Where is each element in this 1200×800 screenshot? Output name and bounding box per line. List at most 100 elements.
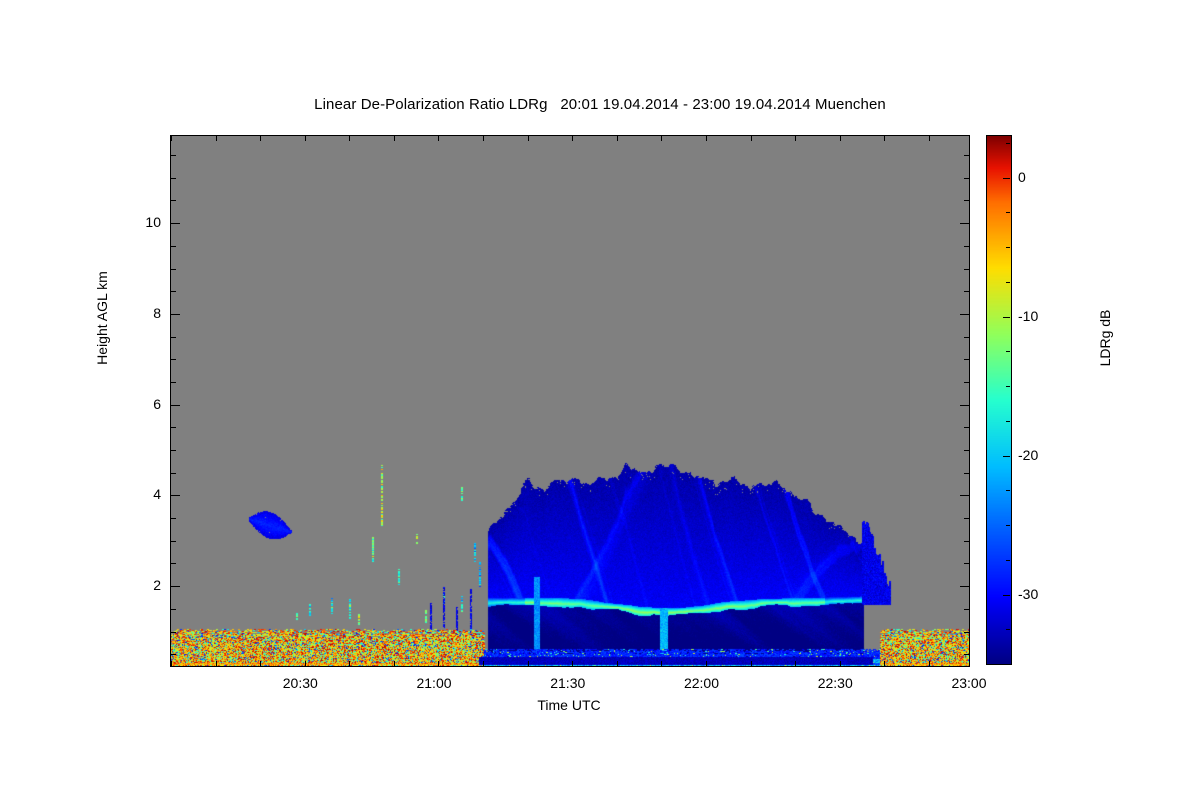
x-tick: [394, 136, 395, 141]
y-tick: [964, 155, 969, 156]
colorbar: [986, 135, 1012, 665]
x-tick: [528, 661, 529, 666]
x-tick: [929, 136, 930, 141]
x-tick-label: 20:30: [282, 675, 318, 691]
colorbar-tick-label: -20: [1018, 446, 1039, 463]
y-tick: [964, 427, 969, 428]
colorbar-tick: [1006, 421, 1010, 422]
x-tick: [216, 136, 217, 141]
y-tick: [171, 337, 176, 338]
y-tick: [964, 291, 969, 292]
x-tick: [884, 661, 885, 666]
y-tick: [964, 450, 969, 451]
x-tick-label: 21:30: [550, 675, 586, 691]
colorbar-tick: [1006, 490, 1010, 491]
y-axis-title: Height AGL km: [94, 271, 110, 365]
y-tick: [960, 314, 969, 315]
y-tick: [171, 246, 176, 247]
x-tick-label: 22:30: [817, 675, 853, 691]
x-tick: [751, 661, 752, 666]
x-tick: [751, 136, 752, 141]
colorbar-tick: [1006, 143, 1010, 144]
y-tick-label: 10: [145, 214, 161, 231]
y-tick: [171, 269, 176, 270]
y-tick: [964, 178, 969, 179]
x-tick: [795, 136, 796, 141]
x-tick: [260, 661, 261, 666]
colorbar-tick: [1006, 282, 1010, 283]
colorbar-tick-label: -30: [1018, 585, 1039, 602]
x-tick: [661, 136, 662, 141]
x-tick: [706, 661, 707, 666]
x-tick: [260, 136, 261, 141]
y-tick: [171, 405, 180, 406]
x-tick-label: 21:00: [416, 675, 452, 691]
colorbar-title: LDRg dB: [1097, 309, 1113, 367]
y-tick: [964, 518, 969, 519]
x-tick: [438, 136, 439, 141]
x-tick: [706, 136, 707, 141]
colorbar-tick: [1003, 595, 1010, 596]
y-tick: [171, 450, 176, 451]
colorbar-tick: [1006, 560, 1010, 561]
y-tick: [964, 563, 969, 564]
y-tick: [171, 314, 180, 315]
x-tick: [795, 661, 796, 666]
x-tick: [349, 136, 350, 141]
y-tick: [964, 382, 969, 383]
colorbar-tick-label: -10: [1018, 307, 1039, 324]
y-tick-label: 4: [153, 486, 161, 503]
x-tick: [349, 661, 350, 666]
x-tick: [572, 661, 573, 666]
colorbar-tick-label: 0: [1018, 168, 1026, 185]
x-tick: [572, 136, 573, 141]
y-tick: [960, 586, 969, 587]
colorbar-tick: [1006, 212, 1010, 213]
x-tick-label: 23:00: [951, 675, 987, 691]
ldr-heatmap-canvas: [171, 136, 969, 666]
x-tick: [661, 661, 662, 666]
y-tick: [171, 178, 176, 179]
y-tick: [171, 563, 176, 564]
x-tick: [840, 661, 841, 666]
colorbar-tick: [1006, 386, 1010, 387]
x-tick-label: 22:00: [683, 675, 720, 691]
x-tick: [394, 661, 395, 666]
y-tick: [964, 541, 969, 542]
x-tick: [929, 661, 930, 666]
y-tick: [964, 337, 969, 338]
y-tick: [964, 632, 969, 633]
y-tick: [960, 223, 969, 224]
x-tick: [483, 661, 484, 666]
x-tick: [884, 136, 885, 141]
y-tick: [964, 200, 969, 201]
x-tick: [617, 661, 618, 666]
y-tick-label: 6: [153, 395, 161, 412]
y-tick: [964, 246, 969, 247]
y-tick: [171, 427, 176, 428]
colorbar-tick: [1003, 456, 1010, 457]
y-tick: [960, 405, 969, 406]
x-tick: [528, 136, 529, 141]
colorbar-tick: [1006, 629, 1010, 630]
y-tick: [964, 473, 969, 474]
y-tick: [171, 359, 176, 360]
colorbar-tick: [1003, 317, 1010, 318]
x-tick: [171, 136, 172, 141]
y-tick: [171, 609, 176, 610]
y-tick: [964, 359, 969, 360]
colorbar-tick: [1006, 664, 1010, 665]
y-tick: [171, 291, 176, 292]
y-tick: [171, 200, 176, 201]
colorbar-tick: [1006, 525, 1010, 526]
y-tick: [171, 586, 180, 587]
x-tick: [171, 661, 172, 666]
y-tick: [964, 609, 969, 610]
x-axis-title: Time UTC: [537, 697, 601, 713]
y-tick: [964, 269, 969, 270]
y-tick: [171, 541, 176, 542]
y-tick-label: 8: [153, 304, 161, 321]
x-tick: [305, 136, 306, 141]
y-tick-label: 2: [153, 577, 161, 594]
page-title: Linear De-Polarization Ratio LDRg 20:01 …: [314, 96, 886, 113]
